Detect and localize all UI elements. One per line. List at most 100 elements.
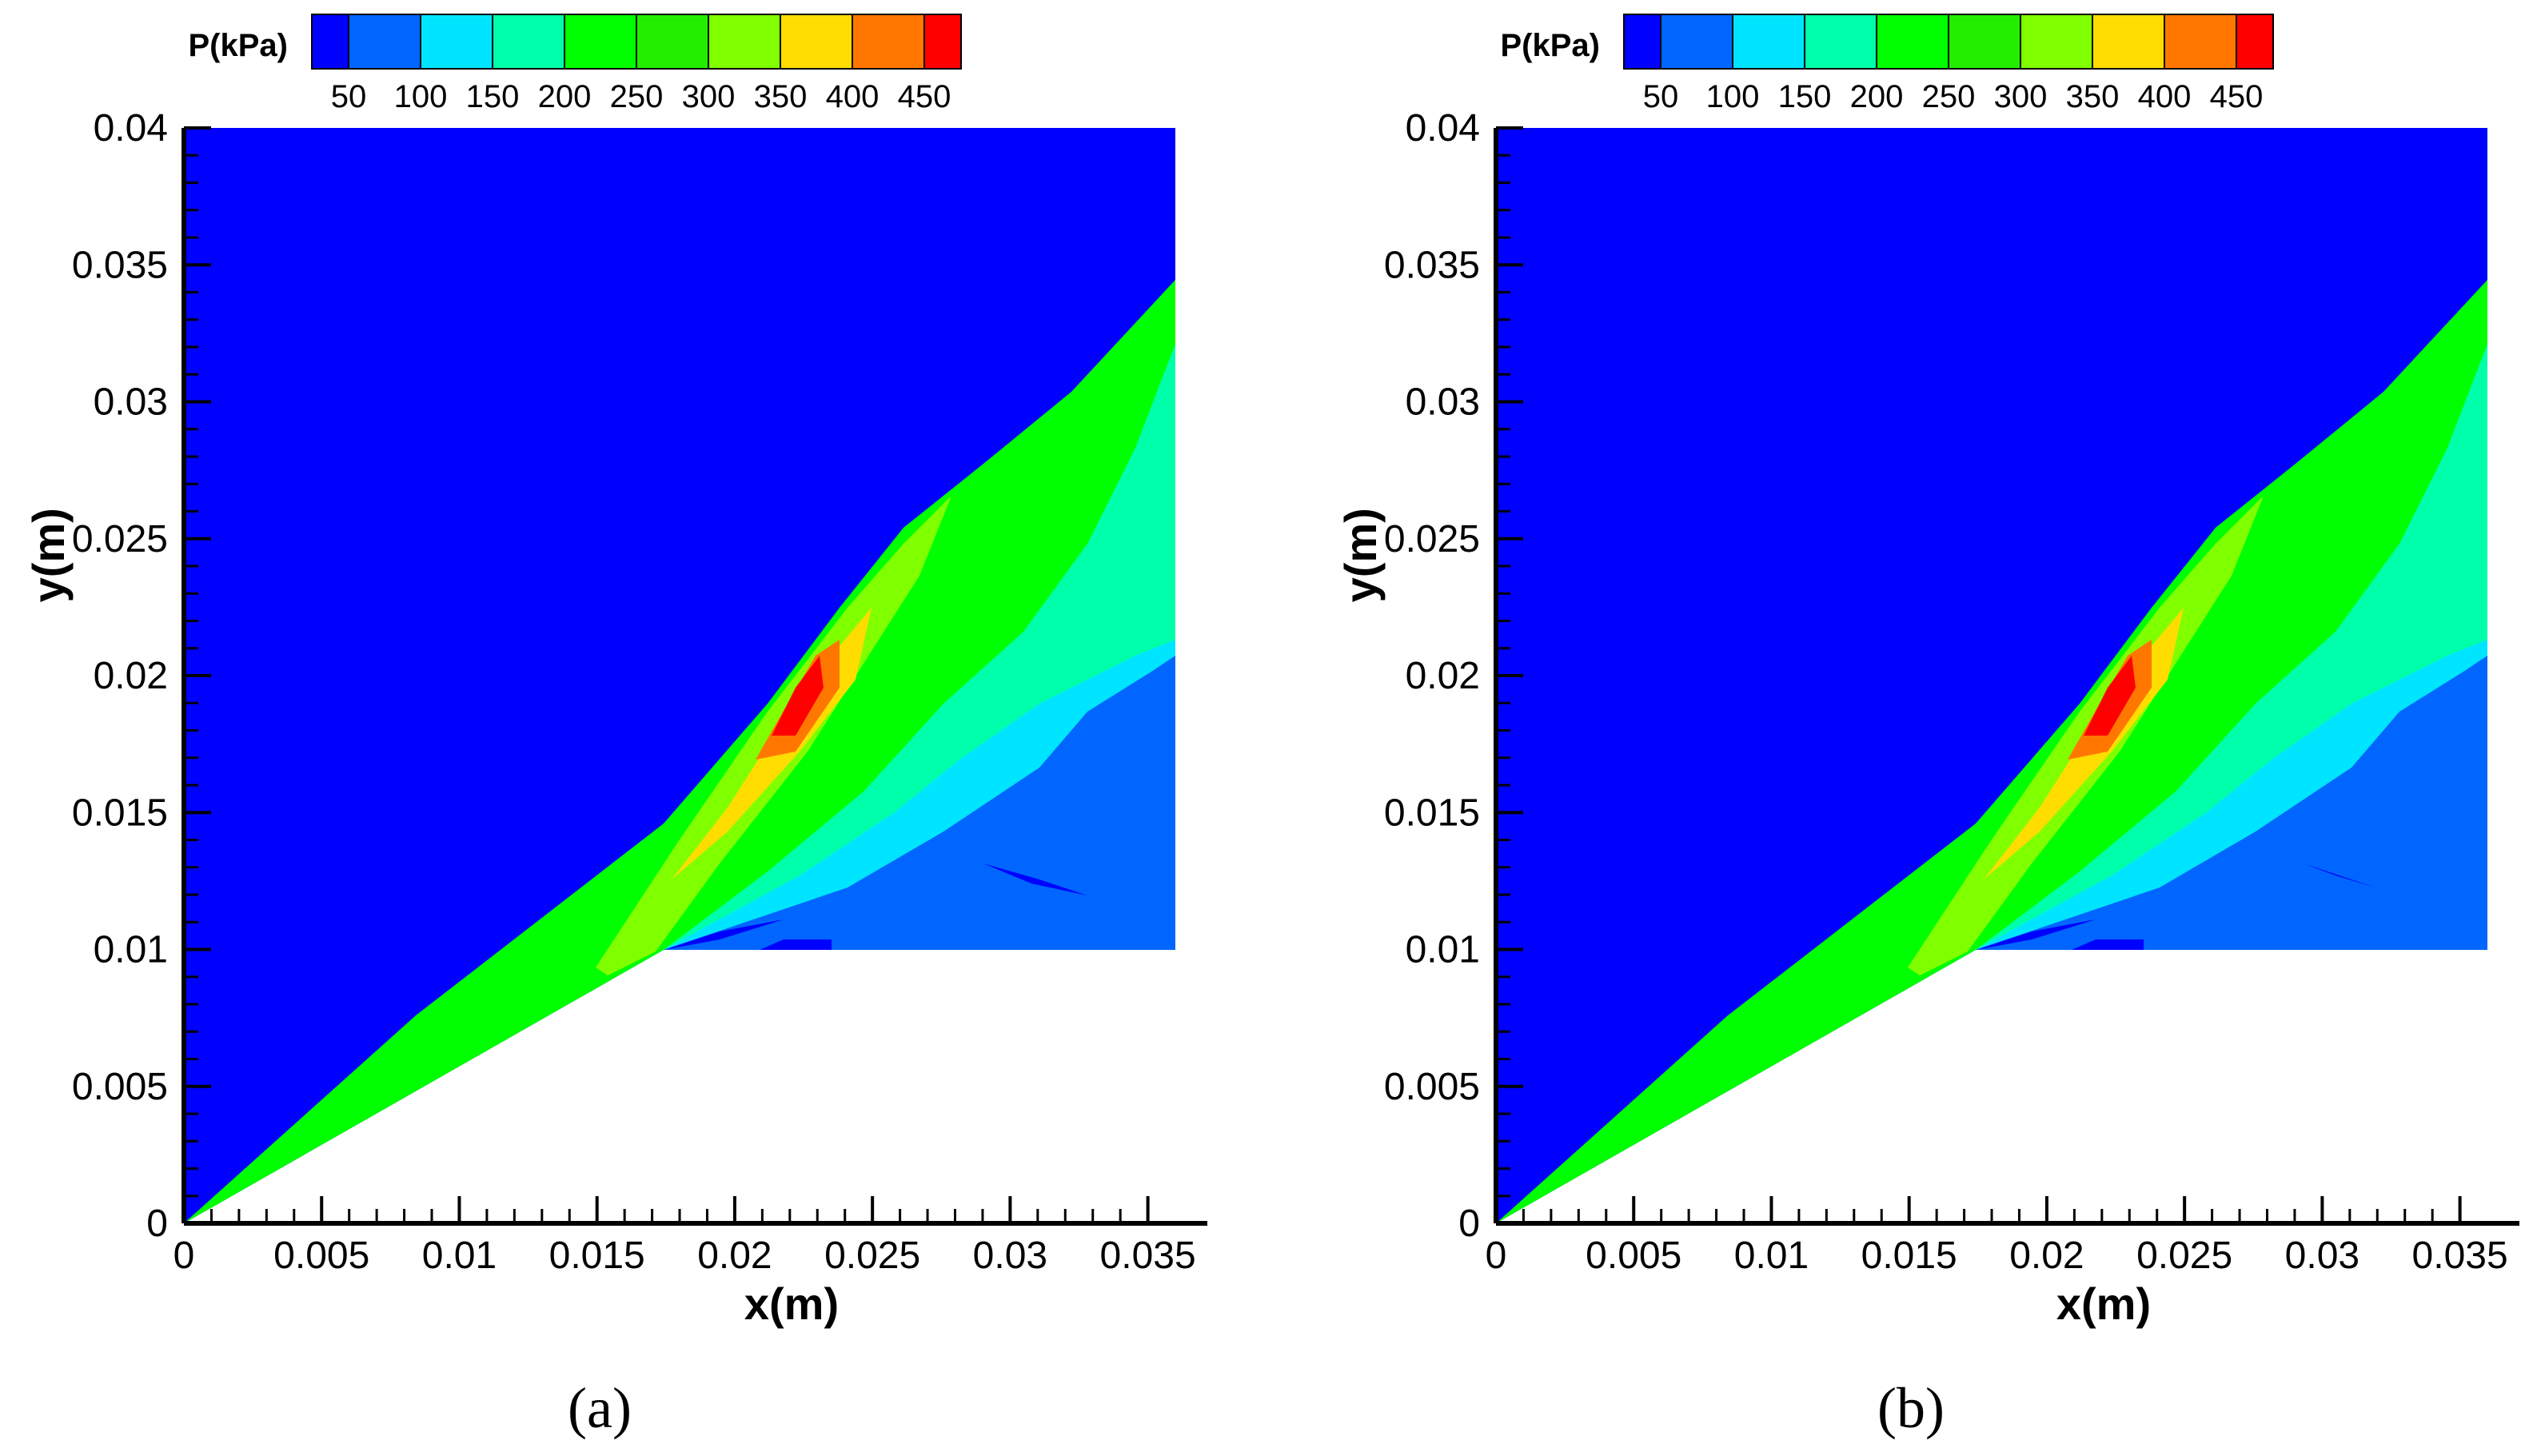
panel-b-legend-label: 400	[2138, 79, 2192, 114]
panel-b-region-100	[1976, 656, 2487, 950]
panel-b-x-tick-label: 0	[1486, 1235, 1507, 1277]
panel-a-legend-swatch	[636, 14, 709, 70]
panel-a-legend-label: 250	[610, 79, 664, 114]
panel-b-low-pocket-1	[1976, 919, 2096, 950]
panel-b-low-pocket-3	[2304, 864, 2375, 888]
panel-b-legend-label: 200	[1850, 79, 1904, 114]
panel-b-legend-label: 450	[2210, 79, 2264, 114]
panel-a-x-tick-label: 0.02	[697, 1235, 772, 1277]
panel-b-legend: P(kPa) 50 100 150 200 250 300 350 400 450	[1501, 14, 2274, 114]
panel-a-y-tick-label: 0.025	[72, 518, 168, 560]
panel-b-x-tick-label: 0.01	[1734, 1235, 1809, 1277]
panel-b-x-tick-label: 0.02	[2009, 1235, 2084, 1277]
caption-a: (a)	[568, 1376, 632, 1440]
panel-a-legend-swatch	[564, 14, 637, 70]
panel-a-legend-label: 450	[898, 79, 951, 114]
panel-b-legend-swatch	[1876, 14, 1949, 70]
panel-b-y-axis-title: y(m)	[1335, 508, 1386, 602]
panel-a-low-pocket-3	[983, 864, 1087, 896]
panel-a-region-250	[184, 280, 1175, 1223]
panel-b-x-tick-label: 0.005	[1586, 1235, 1681, 1277]
panel-a-y-tick-label: 0	[146, 1203, 168, 1245]
panel-a-x-tick-label: 0.005	[273, 1235, 369, 1277]
panel-b-y-tick-label: 0.03	[1406, 381, 1480, 424]
panel-a-legend-swatch	[708, 14, 781, 70]
panel-a-y-tick-label: 0.03	[94, 381, 168, 424]
panel-b: 0 0.005 0.01 0.015 0.02 0.025 0.03 0.03500.0050…	[1335, 14, 2519, 1329]
panel-a-legend-label: 150	[466, 79, 520, 114]
panel-b-axes: 0 0.005 0.01 0.015 0.02 0.025 0.03 0.035 0 0.005 0…	[1335, 107, 2519, 1329]
panel-b-legend-label: 250	[1922, 79, 1976, 114]
panel-a-legend-label: 200	[538, 79, 592, 114]
panel-b-x-tick-label: 0.03	[2285, 1235, 2359, 1277]
panel-b-legend-swatch	[1660, 14, 1733, 70]
panel-b-x-tick-label: 0.015	[1861, 1235, 1957, 1277]
panel-b-step-body	[1976, 950, 2487, 1223]
panel-b-x-tick-label: 0.025	[2136, 1235, 2232, 1277]
panel-b-y-tick-label: 0.02	[1406, 655, 1480, 697]
panel-b-y-tick-label: 0.005	[1384, 1066, 1480, 1108]
panel-b-y-tick-label: 0.025	[1384, 518, 1480, 560]
panel-a-y-tick-label: 0.015	[72, 792, 168, 834]
panel-a-x-tick-label: 0.015	[549, 1235, 645, 1277]
panel-a-y-tick-label: 0.02	[94, 655, 168, 697]
panel-b-x-axis-title: x(m)	[2056, 1278, 2151, 1329]
panel-a-legend-label: 300	[682, 79, 736, 114]
panel-a-legend-swatch	[348, 14, 421, 70]
panel-a-axes: 0 0.005 0.01 0.015 0.02 0.025 0.03 0.035 0 0.005 0…	[23, 107, 1207, 1329]
caption-b: (b)	[1877, 1376, 1945, 1440]
panel-a-legend-swatch	[780, 14, 853, 70]
panel-b-y-tick-label: 0.01	[1406, 929, 1480, 971]
panel-b-legend-swatch	[1732, 14, 1805, 70]
panel-a-legend-swatch	[923, 14, 962, 70]
panel-b-legend-swatch	[2092, 14, 2165, 70]
panel-b-legend-swatch	[2164, 14, 2237, 70]
panel-a-y-tick-label: 0.035	[72, 244, 168, 286]
panel-a-x-axis-title: x(m)	[744, 1278, 839, 1329]
panel-b-legend-swatch	[2020, 14, 2093, 70]
panel-b-legend-label: 350	[2066, 79, 2120, 114]
panel-b-legend-swatch	[1804, 14, 1877, 70]
panel-a-x-tick-label: 0.035	[1100, 1235, 1196, 1277]
panel-b-region-peak	[2084, 656, 2136, 736]
panel-a: 0 0.005 0.01 0.015 0.02 0.025 0.03 0.03500.0050…	[23, 14, 1207, 1329]
panel-b-y-tick-label: 0.015	[1384, 792, 1480, 834]
panel-a-contours	[184, 128, 1175, 1223]
panel-b-legend-label: 300	[1994, 79, 2048, 114]
panel-b-legend-swatch	[2236, 14, 2274, 70]
panel-a-legend: P(kPa) 50 100 150 200 250 300 350 400 450	[189, 14, 962, 114]
panel-a-x-tick-label: 0.025	[824, 1235, 920, 1277]
panel-b-legend-label: 50	[1643, 79, 1679, 114]
panel-a-low-pocket-2	[760, 939, 832, 950]
panel-b-legend-label: 100	[1706, 79, 1760, 114]
panel-a-y-tick-label: 0.005	[72, 1066, 168, 1108]
panel-a-region-peak	[772, 656, 824, 736]
panel-a-legend-label: 400	[826, 79, 880, 114]
panel-a-legend-label: 50	[331, 79, 367, 114]
panel-b-legend-title: P(kPa)	[1501, 28, 1601, 63]
panel-a-x-tick-label: 0	[174, 1235, 195, 1277]
panel-a-legend-label: 350	[754, 79, 808, 114]
panel-b-y-tick-label: 0.035	[1384, 244, 1480, 286]
panel-b-x-tick-label: 0.035	[2412, 1235, 2508, 1277]
panel-b-legend-label: 150	[1778, 79, 1832, 114]
panel-a-y-axis-title: y(m)	[23, 508, 74, 602]
panel-a-legend-swatch	[492, 14, 565, 70]
panel-a-region-100	[664, 656, 1175, 950]
panel-b-y-tick-label: 0.04	[1406, 107, 1480, 150]
panel-a-y-tick-label: 0.01	[94, 929, 168, 971]
panel-b-contours	[1496, 128, 2487, 1223]
panel-a-x-tick-label: 0.01	[422, 1235, 497, 1277]
panel-a-step-body	[664, 950, 1175, 1223]
panel-a-x-tick-label: 0.03	[973, 1235, 1047, 1277]
panel-a-legend-swatch	[852, 14, 925, 70]
panel-b-y-tick-label: 0	[1458, 1203, 1480, 1245]
panel-b-legend-swatch	[1948, 14, 2021, 70]
panel-b-legend-swatch	[1623, 14, 1661, 70]
panel-a-y-tick-label: 0.04	[94, 107, 168, 150]
panel-a-legend-title: P(kPa)	[189, 28, 289, 63]
panel-b-low-pocket-2	[2072, 939, 2144, 950]
panel-a-legend-label: 100	[394, 79, 448, 114]
panel-a-low-pocket-1	[664, 919, 784, 950]
